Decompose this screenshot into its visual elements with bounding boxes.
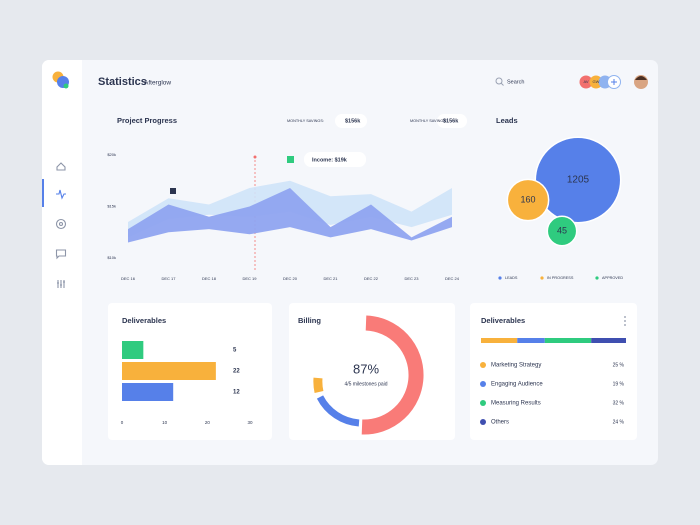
logo [63, 83, 69, 89]
x-tick-label: 30 [247, 420, 253, 425]
y-tick-label: $15k [107, 204, 116, 209]
x-tick-label: DEC 22 [364, 276, 379, 281]
y-tick-label: $20k [107, 152, 116, 157]
x-tick-label: DEC 16 [121, 276, 136, 281]
item-share: 19 % [613, 381, 625, 387]
savings-value: $156k [443, 118, 459, 124]
share-segment [591, 338, 626, 343]
bar-value: 22 [233, 369, 240, 375]
bubble-label: 45 [557, 225, 567, 235]
item-name: Marketing Strategy [491, 363, 541, 369]
item-share: 24 % [613, 419, 625, 425]
x-tick-label: 20 [205, 420, 211, 425]
item-share: 25 % [613, 362, 625, 368]
billing-caption: 4/5 milestones paid [344, 381, 387, 387]
item-name: Measuring Results [491, 401, 541, 407]
legend-swatch [540, 276, 544, 280]
avatar-initials: GW [593, 79, 600, 84]
item-name: Others [491, 420, 509, 426]
share-segment [517, 338, 545, 343]
tooltip [304, 152, 366, 167]
home-icon[interactable] [56, 162, 66, 171]
donut-segment [313, 377, 324, 393]
user-photo[interactable] [635, 76, 647, 80]
bubble-label: 160 [520, 194, 535, 204]
x-tick-label: DEC 21 [323, 276, 338, 281]
bar-value: 12 [233, 390, 240, 396]
active-indicator [42, 179, 44, 207]
avatar[interactable] [579, 75, 593, 89]
x-tick-label: 0 [121, 420, 124, 425]
item-share: 32 % [613, 400, 625, 406]
legend-label: LEADS [505, 276, 518, 280]
bar [122, 341, 144, 359]
area-band [128, 187, 452, 243]
donut-segment [316, 395, 360, 427]
avatar[interactable] [589, 75, 603, 89]
avatar-initials: AV [583, 79, 588, 84]
menu-icon[interactable] [624, 320, 626, 322]
x-tick-label: DEC 18 [202, 276, 217, 281]
chip [335, 114, 367, 128]
x-tick-label: DEC 17 [161, 276, 176, 281]
menu-icon[interactable] [624, 316, 626, 318]
legend-dot [480, 419, 486, 425]
bar [122, 362, 216, 380]
x-tick-label: 10 [162, 420, 168, 425]
donut-segment [361, 315, 424, 435]
chat-icon[interactable] [55, 249, 67, 260]
section-title: Deliverables [122, 316, 166, 325]
activity-icon[interactable] [56, 189, 66, 200]
savings-label: MONTHLY SAVINGS: [287, 119, 324, 123]
search-icon[interactable] [495, 77, 503, 85]
panel [470, 303, 637, 440]
point-marker [287, 156, 294, 163]
target-icon[interactable] [58, 221, 64, 227]
section-title: Project Progress [117, 116, 177, 125]
bar [122, 383, 174, 401]
legend-label: IN PROGRESS [547, 276, 574, 280]
legend-swatch [498, 276, 502, 280]
x-tick-label: DEC 23 [404, 276, 419, 281]
share-segment [544, 338, 592, 343]
y-tick-label: $10k [107, 255, 116, 260]
bar-value: 5 [233, 348, 237, 354]
bubble-label: 1205 [567, 175, 590, 186]
menu-icon[interactable] [624, 324, 626, 326]
target-icon[interactable] [55, 218, 67, 230]
legend-dot [480, 381, 486, 387]
chip [437, 114, 467, 128]
billing-percent: 87% [353, 361, 379, 376]
section-title: Leads [496, 116, 518, 125]
tooltip-text: Income: $19k [312, 157, 348, 163]
share-segment [481, 338, 518, 343]
sidebar-icons[interactable] [55, 162, 67, 288]
bubble [506, 178, 550, 222]
legend-dot [480, 400, 486, 406]
item-name: Engaging Audience [491, 382, 543, 388]
page-title: Statistics [98, 76, 147, 88]
legend-swatch [595, 276, 599, 280]
sidebar [42, 60, 82, 465]
section-title: Deliverables [481, 316, 525, 325]
section-title: Billing [298, 316, 321, 325]
bubble [546, 215, 578, 247]
savings-label: MONTHLY SAVINGS: [410, 119, 447, 123]
legend-label: APPROVED [602, 276, 623, 280]
legend-dot [480, 362, 486, 368]
search-icon[interactable] [500, 82, 504, 86]
search-box: Search [507, 79, 524, 85]
point-marker [170, 188, 176, 194]
savings-value: $156k [345, 118, 361, 124]
x-tick-label: DEC 20 [283, 276, 298, 281]
x-tick-label: DEC 24 [445, 276, 460, 281]
settings-icon[interactable] [57, 280, 65, 288]
add-member[interactable] [611, 79, 617, 85]
cursor-dot [253, 155, 257, 159]
x-tick-label: DEC 19 [242, 276, 257, 281]
project-selector[interactable]: Afterglow [144, 80, 171, 87]
